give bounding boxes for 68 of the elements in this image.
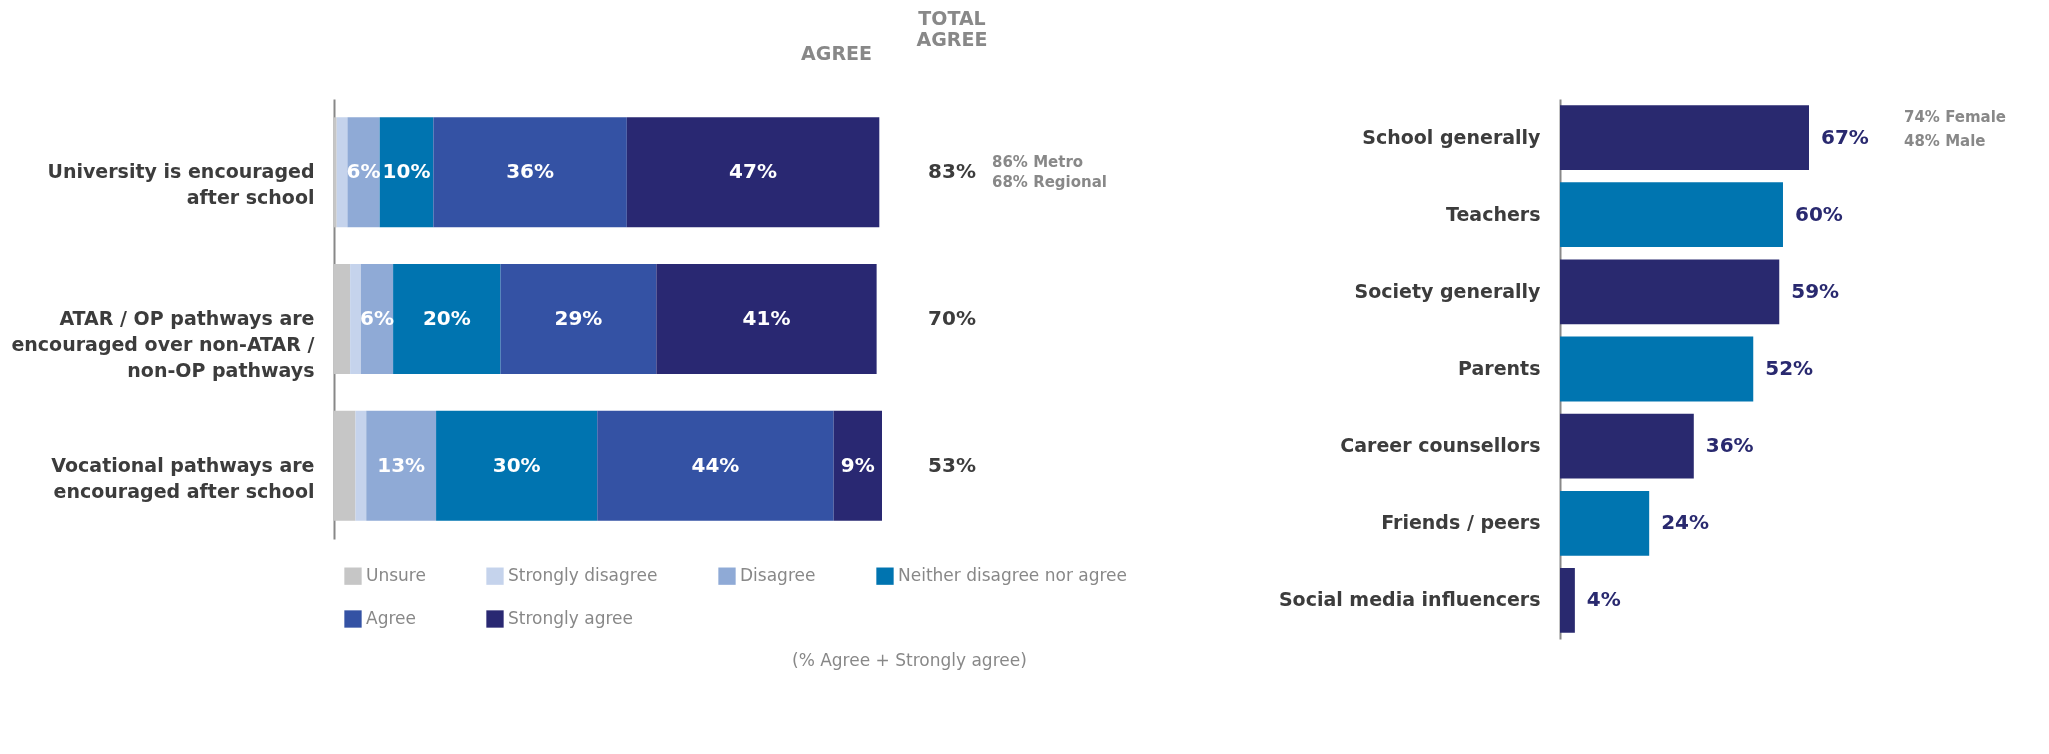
bar [1560,105,1809,170]
data-label: 36% [506,159,555,184]
legend-label: Unsure [366,565,426,586]
bar [656,264,877,374]
data-label: 9% [840,452,875,477]
data-label: 36% [1705,433,1754,458]
data-label: 13% [377,452,426,477]
y-tick-label: Career counsellors [1340,434,1541,457]
bar [336,117,348,228]
bar [833,410,882,521]
text: 74% Female [1904,108,2007,126]
bar [334,117,337,228]
data-label: 60% [1794,201,1843,226]
y-tick-label: Friends / peers [1381,511,1541,534]
bar [1560,413,1694,479]
bar [393,264,501,374]
legend-label: Disagree [740,565,816,586]
bar [334,264,351,374]
data-label: 10% [382,159,431,184]
y-tick-label: University is encouraged after school [47,160,315,209]
data-label: 41% [742,306,791,330]
data-label: 29% [554,306,603,330]
text: 68% Regional [992,173,1107,192]
bar [334,410,356,521]
text: (% Agree + Strongly agree) [792,650,1027,670]
bar [1560,336,1754,402]
data-label: 4% [1586,587,1621,612]
data-label: 59% [1791,278,1840,303]
bar [1560,490,1650,556]
legend-label: Neither disagree nor agree [898,565,1128,586]
bar [350,264,361,374]
y-tick-label: Parents [1458,357,1541,379]
legend-label: Strongly agree [508,608,633,628]
y-tick-label: Vocational pathways are encouraged after school [51,453,315,502]
data-label: 52% [1765,356,1814,380]
text: AGREE [801,42,872,64]
data-label: 47% [729,159,777,184]
text: 86% Metro [992,153,1084,172]
y-tick-label: ATAR / OP pathways are encouraged over non-ATAR / non-OP pathways [11,307,315,381]
data-label: 20% [422,306,471,330]
y-tick-label: Teachers [1446,202,1541,225]
text: 83% [928,159,976,184]
bar [433,117,627,228]
bar [500,264,657,374]
bar [1560,182,1783,248]
y-tick-label: Society generally [1354,279,1542,302]
y-tick-label: Social media influencers [1278,588,1541,611]
data-label: 24% [1661,510,1710,535]
bar [366,410,437,521]
bar [1560,568,1575,633]
data-label: 30% [492,452,541,477]
bar [379,117,434,228]
bar [597,410,834,521]
bar [347,117,380,228]
text: 70% [928,306,976,330]
y-tick-label: School generally [1362,125,1542,148]
bar [626,117,880,228]
data-label: 6% [346,159,381,184]
data-label: 44% [691,452,740,477]
text: 48% Male [1904,132,1986,150]
legend-label: Strongly disagree [508,565,658,586]
text: TOTAL AGREE [916,7,988,50]
data-label: 67% [1821,124,1869,149]
bar [436,410,598,521]
legend-label: Agree [366,608,416,628]
text: 53% [928,452,976,477]
bar [1560,259,1780,325]
bar [355,410,367,521]
